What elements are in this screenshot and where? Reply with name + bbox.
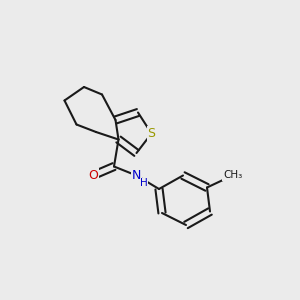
Text: O: O — [88, 169, 98, 182]
Text: S: S — [148, 127, 155, 140]
Text: H: H — [140, 178, 148, 188]
Text: CH₃: CH₃ — [223, 170, 242, 181]
Text: N: N — [132, 169, 141, 182]
